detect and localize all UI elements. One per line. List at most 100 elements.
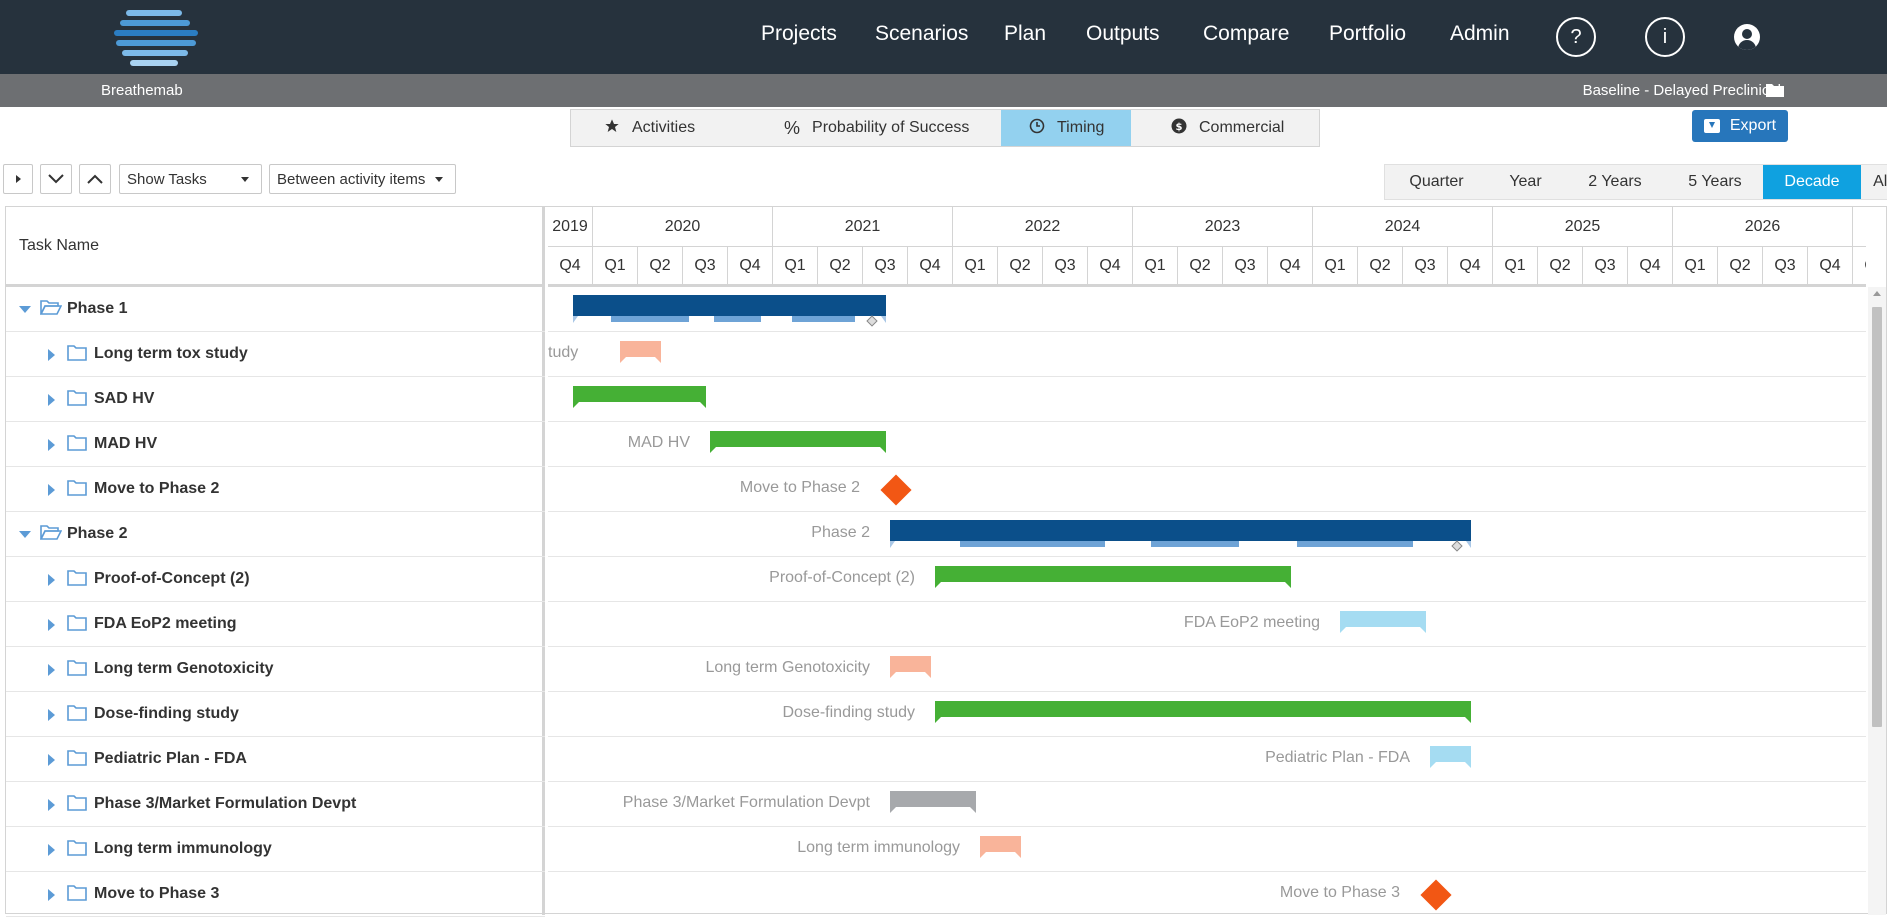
task-row-phase-1[interactable]: Phase 1 [6, 287, 545, 332]
expand-icon[interactable] [48, 664, 55, 676]
scroll-thumb[interactable] [1872, 307, 1882, 727]
timeline-row: Move to Phase 3 [548, 872, 1866, 915]
zoom-2-years[interactable]: 2 Years [1588, 173, 1642, 190]
nav-plan[interactable]: Plan [1004, 22, 1047, 45]
task-row-phase-2[interactable]: Phase 2 [6, 512, 545, 557]
tab-label: Timing [1057, 119, 1105, 136]
task-row-long-term-immunology[interactable]: Long term immunology [6, 827, 545, 872]
expand-icon[interactable] [48, 349, 55, 361]
task-name: Long term immunology [94, 840, 272, 857]
timeline-row [548, 377, 1866, 422]
collapse-all-button[interactable] [79, 164, 111, 194]
year-cell: 2021 [773, 207, 953, 246]
expand-icon[interactable] [48, 619, 55, 631]
tab-timing[interactable]: Timing [1001, 110, 1131, 146]
info-icon[interactable]: i [1645, 17, 1685, 57]
breathe-logo-icon[interactable] [112, 8, 202, 66]
timeline-row: Phase 3/Market Formulation Devpt [548, 782, 1866, 827]
percent-icon: % [784, 117, 801, 138]
nav-projects[interactable]: Projects [761, 22, 837, 45]
help-icon[interactable]: ? [1556, 17, 1596, 57]
milestone-diamond[interactable] [1420, 879, 1452, 911]
milestone-diamond[interactable] [880, 474, 912, 506]
expand-icon[interactable] [48, 799, 55, 811]
export-icon [1703, 119, 1720, 133]
quarter-cell: Q1 [1493, 247, 1538, 284]
scroll-up-icon[interactable] [1873, 291, 1881, 296]
task-row-phase-3-market-formulation-devpt[interactable]: Phase 3/Market Formulation Devpt [6, 782, 545, 827]
nav-outputs[interactable]: Outputs [1086, 22, 1160, 45]
expand-icon[interactable] [48, 484, 55, 496]
quarter-cell: Q1 [1133, 247, 1178, 284]
task-row-sad-hv[interactable]: SAD HV [6, 377, 545, 422]
folder-icon[interactable] [1766, 83, 1784, 97]
nav-scenarios[interactable]: Scenarios [875, 22, 969, 45]
collapse-icon[interactable] [19, 306, 31, 313]
zoom-all[interactable]: All [1873, 173, 1887, 190]
vertical-scrollbar[interactable] [1868, 287, 1886, 915]
expand-icon[interactable] [48, 709, 55, 721]
tab-activities[interactable]: Activities [571, 110, 751, 146]
folder-icon [67, 344, 87, 361]
summary-progress-segment [1151, 541, 1239, 547]
task-row-long-term-tox-study[interactable]: Long term tox study [6, 332, 545, 377]
task-bar[interactable] [1340, 611, 1426, 633]
nav-portfolio[interactable]: Portfolio [1329, 22, 1407, 45]
task-name-header[interactable]: Task Name [6, 207, 545, 287]
show-tasks-select[interactable]: Show Tasks [119, 164, 262, 194]
collapse-icon[interactable] [19, 531, 31, 538]
task-bar[interactable] [1430, 746, 1471, 768]
task-bar[interactable] [710, 431, 886, 453]
expand-all-button[interactable] [40, 164, 72, 194]
zoom-year[interactable]: Year [1509, 173, 1542, 190]
task-row-fda-eop2-meeting[interactable]: FDA EoP2 meeting [6, 602, 545, 647]
task-bar[interactable] [980, 836, 1021, 858]
scenario-name[interactable]: Baseline - Delayed Preclinical [1582, 82, 1781, 99]
task-bar[interactable] [890, 656, 931, 678]
task-row-dose-finding-study[interactable]: Dose-finding study [6, 692, 545, 737]
task-bar[interactable] [935, 701, 1471, 723]
task-name: Move to Phase 2 [94, 480, 220, 497]
baseline-marker-icon [866, 315, 878, 327]
expand-icon[interactable] [48, 394, 55, 406]
quarter-cell: Q2 [998, 247, 1043, 284]
nav-compare[interactable]: Compare [1203, 22, 1290, 45]
zoom-quarter[interactable]: Quarter [1409, 173, 1464, 190]
timeline-row: Dose-finding study [548, 692, 1866, 737]
task-row-move-to-phase-3[interactable]: Move to Phase 3 [6, 872, 545, 917]
task-row-mad-hv[interactable]: MAD HV [6, 422, 545, 467]
timeline-row: Move to Phase 2 [548, 467, 1866, 512]
summary-bar[interactable] [573, 295, 886, 327]
task-bar[interactable] [890, 791, 976, 813]
expand-icon[interactable] [48, 844, 55, 856]
quarter-cell: Q1 [953, 247, 998, 284]
expand-selected-button[interactable] [3, 164, 33, 194]
export-button[interactable]: Export [1692, 110, 1788, 142]
task-bar[interactable] [935, 566, 1291, 588]
zoom-decade[interactable]: Decade [1763, 165, 1861, 199]
task-bar[interactable] [620, 341, 661, 363]
quarter-cell: Q4 [1628, 247, 1673, 284]
tab-probability-of-success[interactable]: % Probability of Success [751, 110, 1001, 146]
expand-icon[interactable] [48, 754, 55, 766]
user-icon[interactable] [1734, 24, 1760, 50]
bar-label: Long term immunology [797, 839, 960, 856]
timeline-row: Phase 2 [548, 512, 1866, 557]
link-type-select[interactable]: Between activity items [269, 164, 456, 194]
task-row-proof-of-concept-2[interactable]: Proof-of-Concept (2) [6, 557, 545, 602]
task-row-pediatric-plan-fda[interactable]: Pediatric Plan - FDA [6, 737, 545, 782]
folder-icon [67, 704, 87, 721]
summary-progress-segment [1296, 541, 1413, 547]
quarter-cell: Q2 [1358, 247, 1403, 284]
expand-icon[interactable] [48, 889, 55, 901]
tab-commercial[interactable]: $ Commercial [1131, 110, 1317, 146]
bar-label: Long term Genotoxicity [705, 659, 870, 676]
zoom-5-years[interactable]: 5 Years [1688, 173, 1742, 190]
expand-icon[interactable] [48, 439, 55, 451]
summary-bar[interactable] [890, 520, 1471, 552]
expand-icon[interactable] [48, 574, 55, 586]
nav-admin[interactable]: Admin [1450, 22, 1510, 45]
task-row-move-to-phase-2[interactable]: Move to Phase 2 [6, 467, 545, 512]
task-bar[interactable] [573, 386, 706, 408]
task-row-long-term-genotoxicity[interactable]: Long term Genotoxicity [6, 647, 545, 692]
